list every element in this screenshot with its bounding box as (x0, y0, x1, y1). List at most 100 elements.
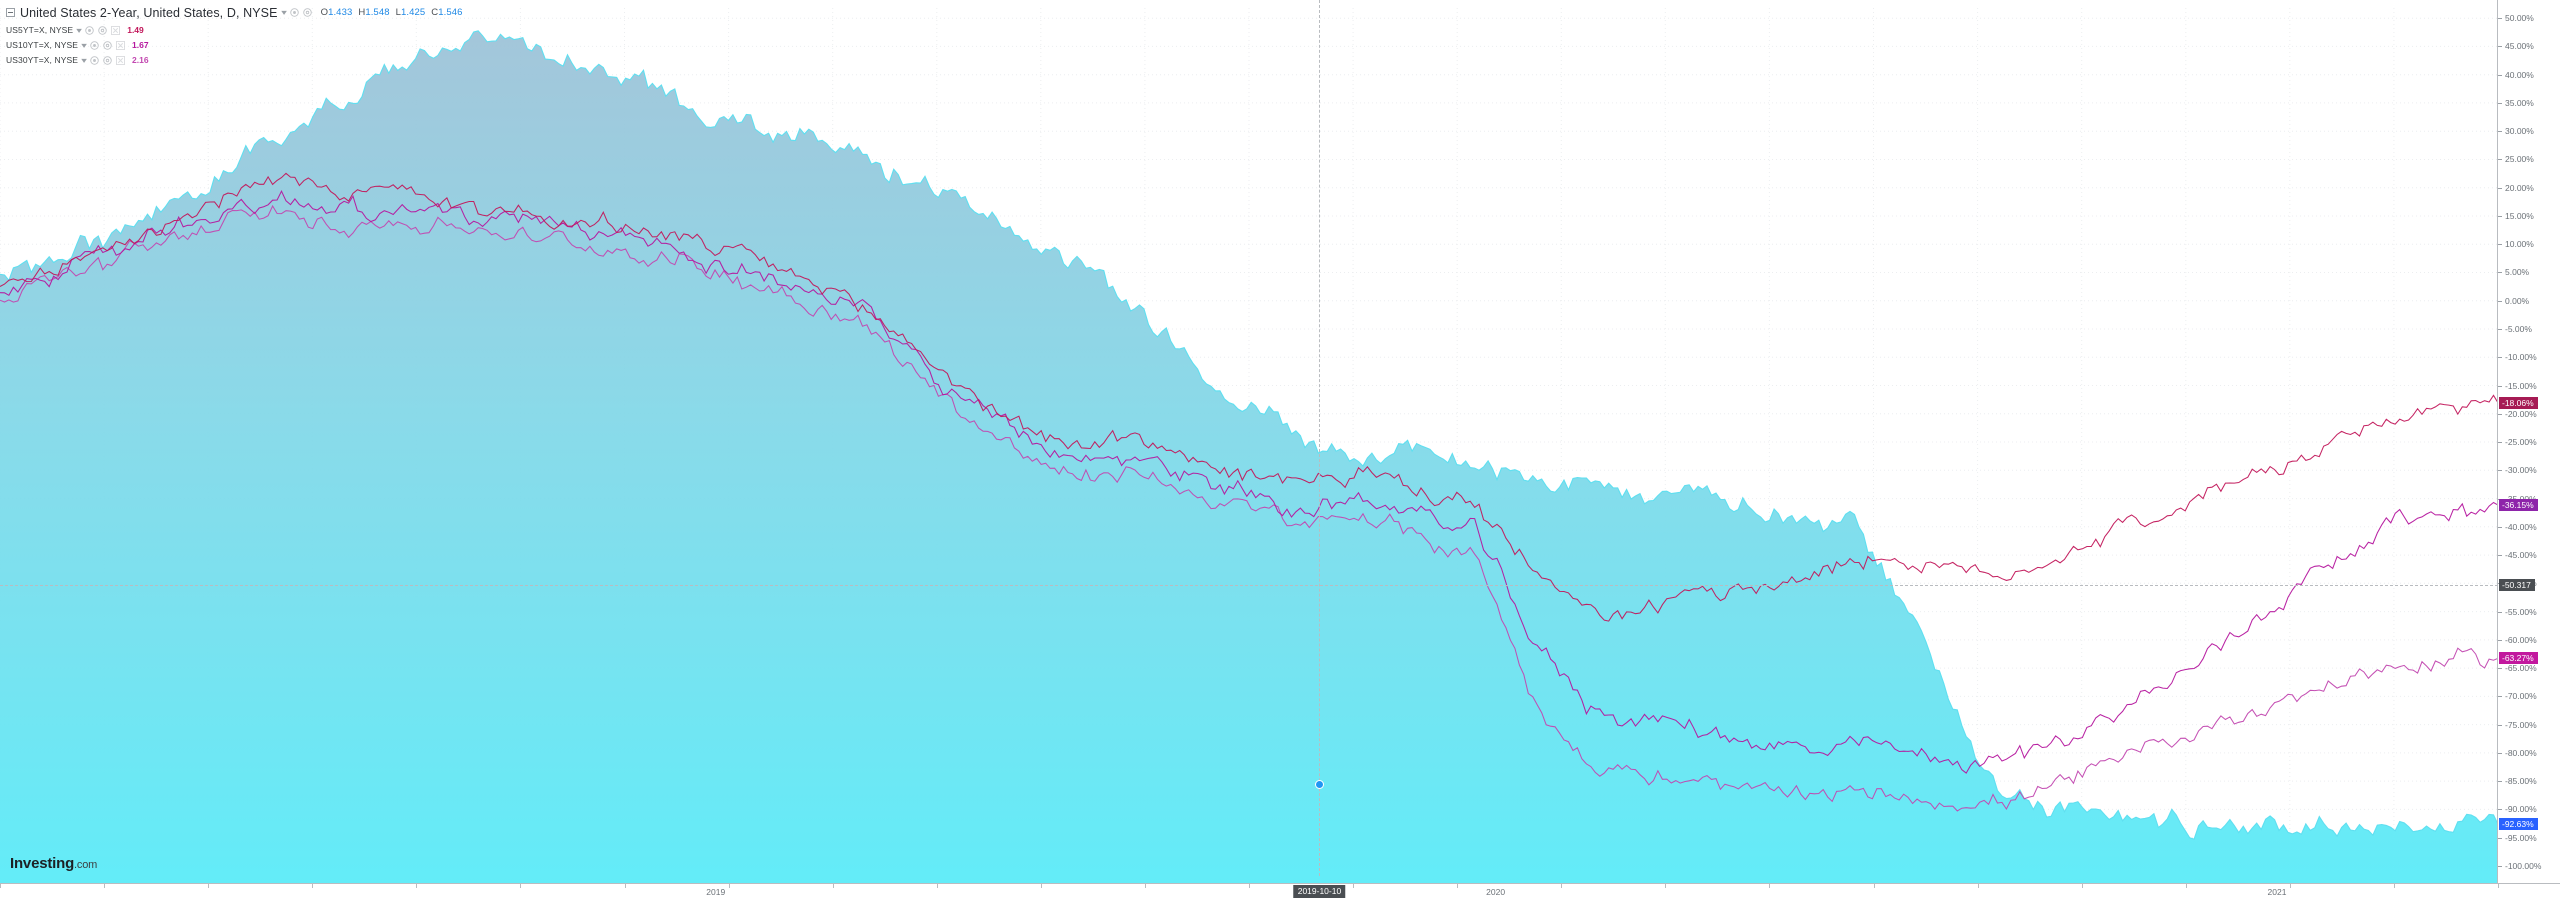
ohlc-close-label: C (431, 7, 439, 18)
price-axis-tick-label: -60.00% (2505, 634, 2537, 645)
price-axis-tick-label: 40.00% (2505, 69, 2534, 80)
time-axis-tick (1144, 884, 1146, 888)
price-axis-tick: 20.00% (2498, 182, 2560, 194)
price-axis-tick-label: -45.00% (2505, 550, 2537, 561)
price-axis-tick: -45.00% (2498, 549, 2560, 561)
price-axis-tick-label: -95.00% (2505, 832, 2537, 843)
time-axis-tick (1040, 884, 1042, 888)
price-axis-tick-label: -15.00% (2505, 380, 2537, 391)
time-axis-tick (104, 884, 106, 888)
price-axis-tick-label: -70.00% (2505, 691, 2537, 702)
gear-icon[interactable] (103, 55, 112, 65)
price-axis-tick: 50.00% (2498, 12, 2560, 24)
ohlc-open-value: 1.433 (328, 7, 353, 18)
price-axis-tick: -10.00% (2498, 351, 2560, 363)
time-axis-tick (1353, 884, 1355, 888)
price-axis-tick-label: -90.00% (2505, 804, 2537, 815)
chart-legend[interactable]: United States 2-Year, United States, D, … (0, 0, 546, 69)
visibility-icon[interactable] (90, 55, 99, 65)
price-axis-tick-label: 50.00% (2505, 13, 2534, 24)
price-axis-tick-label: -20.00% (2505, 408, 2537, 419)
time-axis-tick (2498, 884, 2499, 888)
price-axis-tick: 0.00% (2498, 295, 2560, 307)
price-axis-tick-label: -10.00% (2505, 352, 2537, 363)
us30y-price-badge[interactable]: -63.27% (2499, 652, 2538, 665)
us10y-price-badge[interactable]: -36.15% (2499, 499, 2538, 512)
price-axis-tick-label: -30.00% (2505, 465, 2537, 476)
us5y-price-badge[interactable]: -18.06% (2499, 396, 2538, 409)
crosshair-price-badge[interactable]: -50.317 (2499, 579, 2535, 592)
price-axis-tick-label: -85.00% (2505, 776, 2537, 787)
price-axis-tick: -30.00% (2498, 464, 2560, 476)
chart-canvas[interactable] (0, 0, 2498, 884)
price-axis-tick-label: 25.00% (2505, 154, 2534, 165)
price-axis-tick-label: -100.00% (2505, 860, 2542, 871)
time-axis-tick (2393, 884, 2395, 888)
time-axis-label: 2019 (706, 887, 726, 897)
price-axis-tick: 5.00% (2498, 266, 2560, 278)
price-axis-tick-label: -75.00% (2505, 719, 2537, 730)
price-axis[interactable]: 50.00% 45.00% 40.00% 35.00% 30.00% 25.00% 20.0… (2497, 0, 2560, 884)
chart-svg (0, 8, 2498, 884)
time-axis-tick (416, 884, 418, 888)
time-axis-label: 2020 (1486, 887, 1506, 897)
price-axis-tick: 15.00% (2498, 210, 2560, 222)
price-axis-tick: -80.00% (2498, 747, 2560, 759)
time-axis-tick (1665, 884, 1667, 888)
gear-icon[interactable] (302, 8, 312, 17)
time-axis-tick (728, 884, 730, 888)
visibility-icon[interactable] (90, 40, 99, 50)
investing-logo: Investing.com (10, 855, 97, 872)
collapse-icon[interactable] (6, 8, 15, 17)
gear-icon[interactable] (103, 40, 112, 50)
price-axis-tick-label: 0.00% (2505, 295, 2530, 306)
legend-row-main[interactable]: United States 2-Year, United States, D, … (6, 5, 546, 20)
price-axis-tick-label: 15.00% (2505, 210, 2534, 221)
price-axis-tick: 35.00% (2498, 97, 2560, 109)
chevron-down-icon[interactable]: ▾ (280, 8, 287, 17)
price-axis-tick-label: 35.00% (2505, 97, 2534, 108)
time-axis-tick (2081, 884, 2083, 888)
visibility-icon[interactable] (85, 25, 94, 35)
chevron-down-icon[interactable]: ▾ (76, 25, 83, 35)
time-axis[interactable]: 2019 2020 2021 2019-10-10 (0, 883, 2560, 904)
us2y-price-badge[interactable]: -92.63% (2499, 818, 2538, 831)
chevron-down-icon[interactable]: ▾ (81, 40, 87, 50)
us30y-symbol-label: US30YT=X, NYSE (6, 55, 79, 65)
price-axis-tick-label: 30.00% (2505, 126, 2534, 137)
price-axis-tick: 10.00% (2498, 238, 2560, 250)
legend-row-us10y[interactable]: US10YT=X, NYSE ▾ 1.67 (6, 39, 546, 51)
price-axis-tick: -40.00% (2498, 521, 2560, 533)
time-axis-tick (2289, 884, 2291, 888)
price-axis-tick-label: 5.00% (2505, 267, 2530, 278)
price-axis-tick: 30.00% (2498, 125, 2560, 137)
visibility-icon[interactable] (289, 8, 299, 17)
legend-row-us30y[interactable]: US30YT=X, NYSE ▾ 2.16 (6, 54, 546, 66)
time-axis-tick (1977, 884, 1979, 888)
price-axis-tick: -25.00% (2498, 436, 2560, 448)
close-icon[interactable] (116, 55, 126, 65)
main-symbol-label: United States 2-Year, United States, D, … (20, 5, 278, 20)
ohlc-close-value: 1.546 (438, 7, 463, 18)
us10y-symbol-label: US10YT=X, NYSE (6, 40, 79, 50)
chevron-down-icon[interactable]: ▾ (81, 55, 87, 65)
close-icon[interactable] (111, 25, 121, 35)
ohlc-low-label: L (395, 7, 401, 18)
price-axis-tick: -55.00% (2498, 606, 2560, 618)
close-icon[interactable] (116, 40, 126, 50)
crosshair-time-badge[interactable]: 2019-10-10 (1293, 885, 1346, 898)
time-axis-label: 2021 (2267, 887, 2287, 897)
time-axis-tick (1249, 884, 1250, 888)
ohlc-values: O1.433 H1.548 L1.425 C1.546 (321, 7, 469, 18)
time-axis-tick (1769, 884, 1771, 888)
legend-row-us5y[interactable]: US5YT=X, NYSE ▾ 1.49 (6, 24, 546, 36)
gear-icon[interactable] (98, 25, 107, 35)
us5y-last-value: 1.49 (127, 25, 144, 35)
price-axis-tick: -15.00% (2498, 380, 2560, 392)
time-axis-tick (520, 884, 522, 888)
price-axis-tick-label: -65.00% (2505, 663, 2537, 674)
us5y-symbol-label: US5YT=X, NYSE (6, 25, 74, 35)
price-axis-tick: -95.00% (2498, 832, 2560, 844)
us30y-last-value: 2.16 (132, 55, 149, 65)
chart-plot-area[interactable] (0, 8, 2498, 884)
